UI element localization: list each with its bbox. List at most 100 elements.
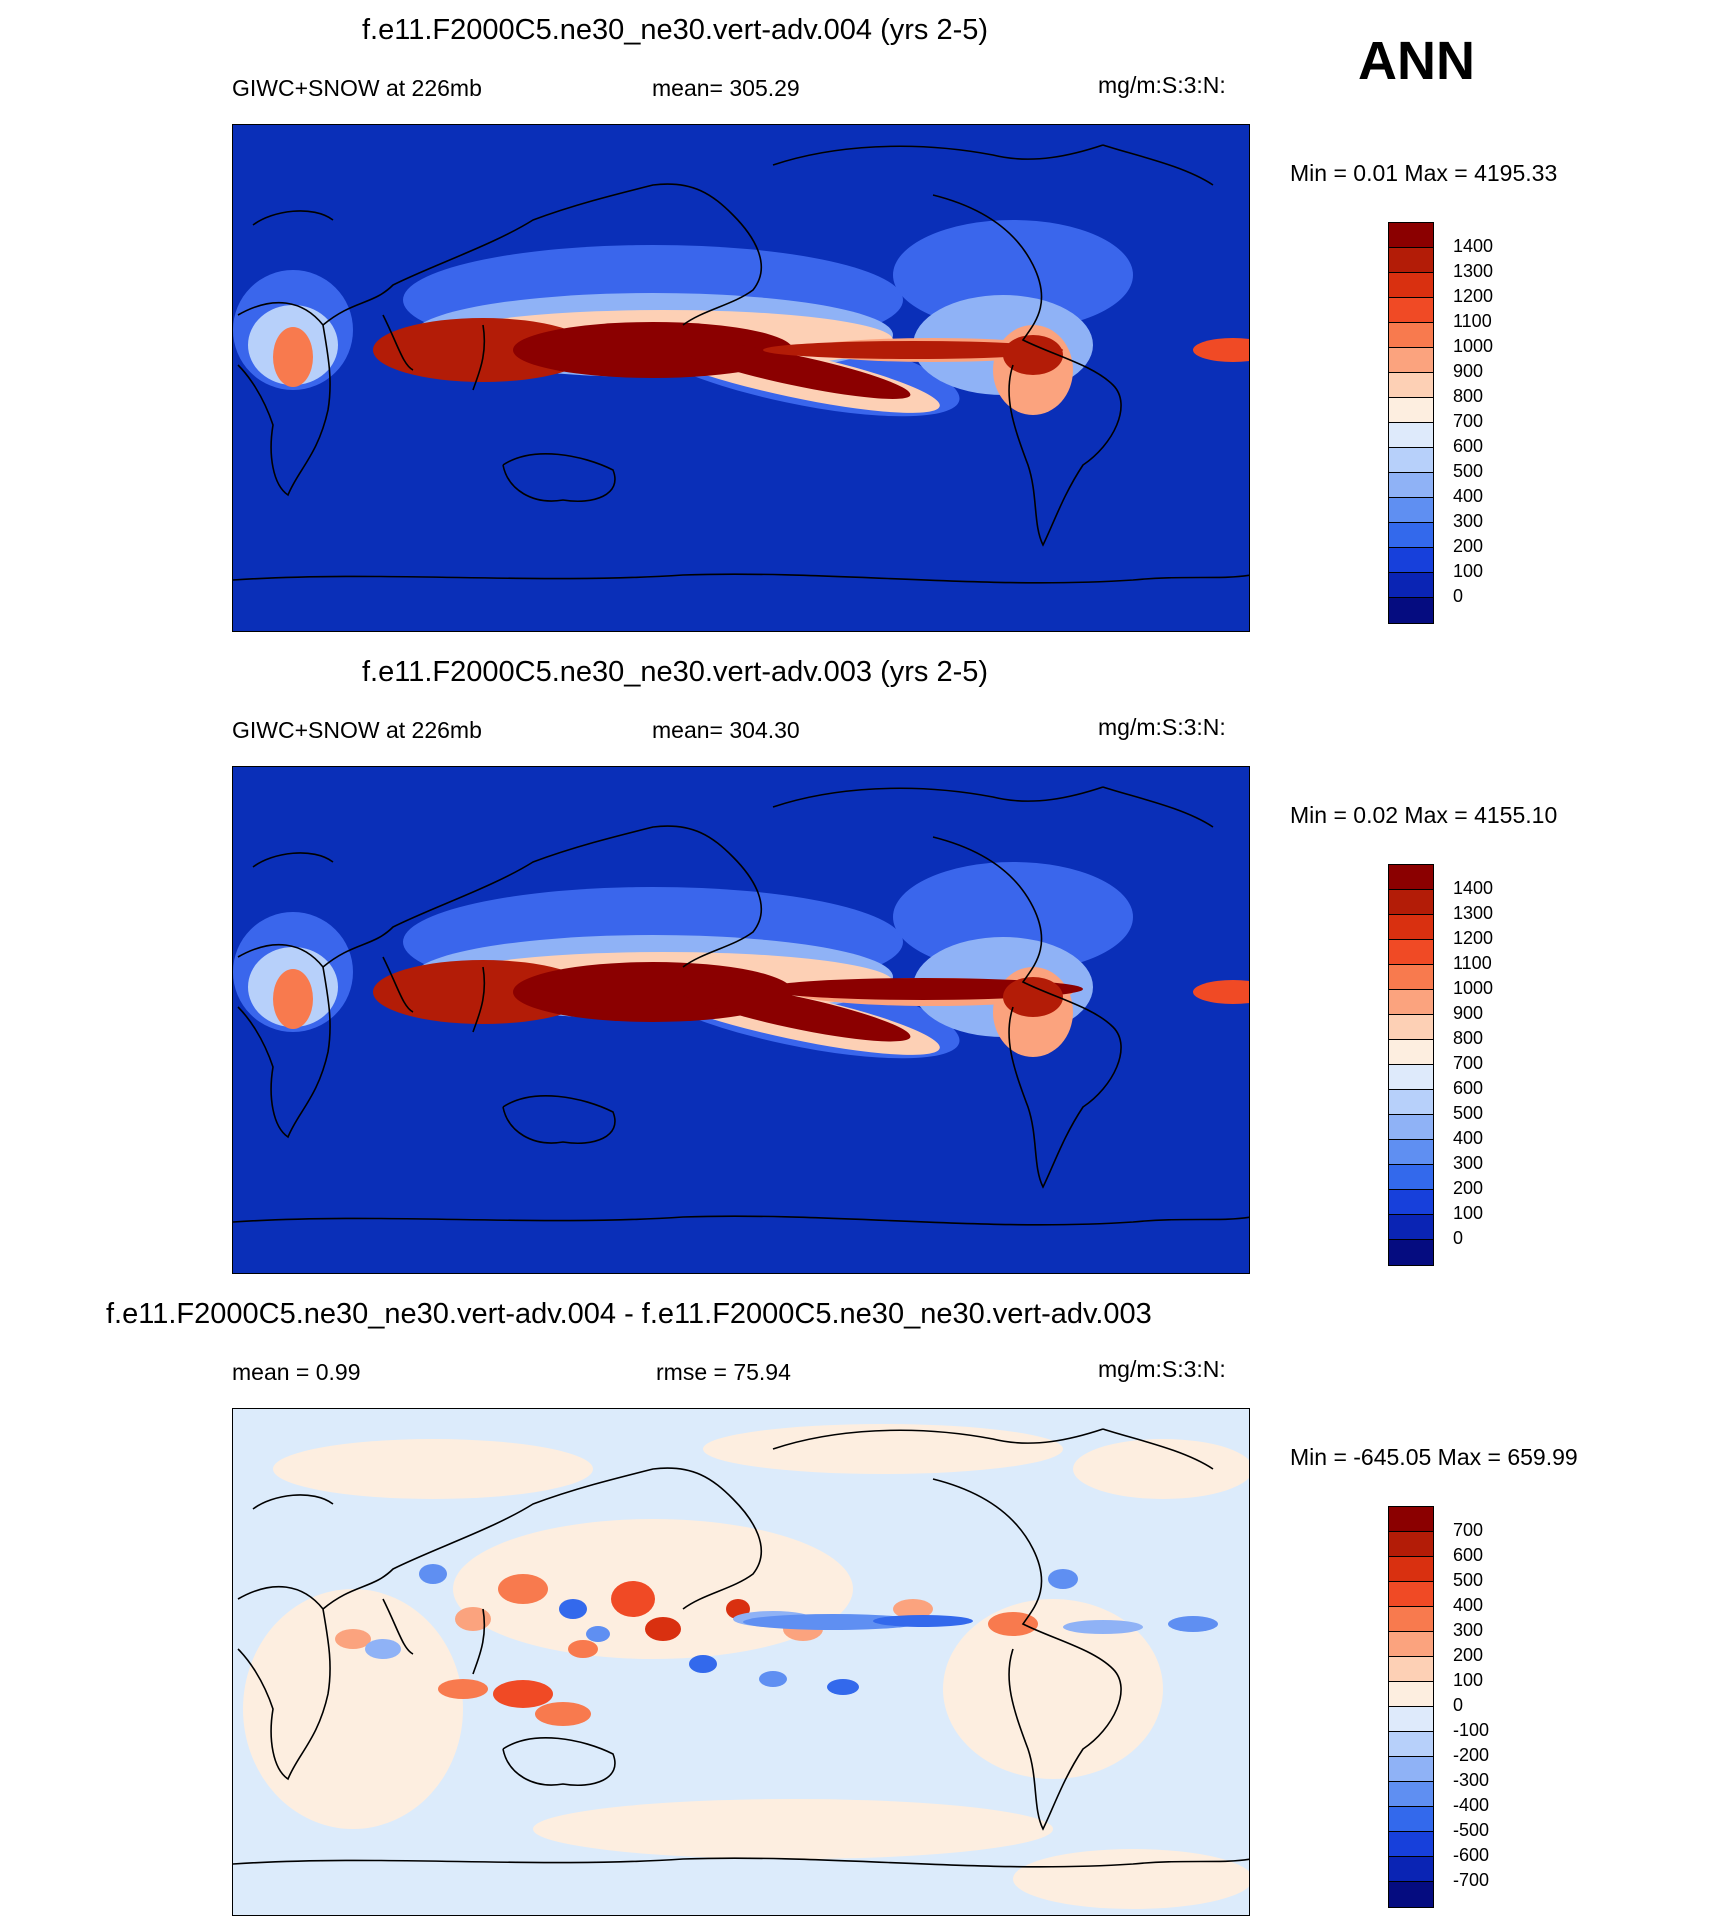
panel1-mean-label: mean= 305.29 [652, 75, 800, 101]
colorbar-swatch [1389, 448, 1433, 473]
colorbar-swatch [1389, 1165, 1433, 1190]
panel3-colorbar-label: -500 [1453, 1820, 1490, 1840]
panel3-colorbar-label: -200 [1453, 1745, 1490, 1765]
panel1-colorbar-label: 600 [1453, 436, 1484, 456]
colorbar-swatch [1389, 1065, 1433, 1090]
colorbar-swatch [1389, 1532, 1433, 1557]
colorbar-swatch [1389, 1757, 1433, 1782]
panel2-units-label: mg/m:S:3:N: [1098, 714, 1226, 740]
colorbar-swatch [1389, 523, 1433, 548]
panel2-colorbar-label: 1200 [1453, 928, 1494, 948]
panel3-title: f.e11.F2000C5.ne30_ne30.vert-adv.004 - f… [106, 1298, 1152, 1330]
colorbar-swatch [1389, 1190, 1433, 1215]
panel1-variable-label: GIWC+SNOW at 226mb [232, 75, 482, 101]
colorbar-swatch [1389, 1090, 1433, 1115]
panel3-colorbar-label: 0 [1453, 1695, 1464, 1715]
panel2-colorbar-label: 200 [1453, 1178, 1484, 1198]
colorbar-swatch [1389, 398, 1433, 423]
colorbar-swatch [1389, 498, 1433, 523]
panel3-colorbar-label: 500 [1453, 1570, 1484, 1590]
panel3-colorbar-label: -300 [1453, 1770, 1490, 1790]
panel2-minmax: Min = 0.02 Max = 4155.10 [1290, 802, 1558, 828]
panel1-colorbar-label: 1300 [1453, 261, 1494, 281]
panel1-colorbar-label: 400 [1453, 486, 1484, 506]
panel1-colorbar-label: 1400 [1453, 236, 1494, 256]
panel3-colorbar-label: -100 [1453, 1720, 1490, 1740]
panel1-title: f.e11.F2000C5.ne30_ne30.vert-adv.004 (yr… [362, 14, 989, 46]
panel3-colorbar-label: 600 [1453, 1545, 1484, 1565]
panel3-units-label: mg/m:S:3:N: [1098, 1356, 1226, 1382]
panel1-colorbar-label: 1000 [1453, 336, 1494, 356]
colorbar-swatch [1389, 573, 1433, 598]
panel1-colorbar [1388, 222, 1434, 624]
colorbar-swatch [1389, 915, 1433, 940]
panel2-title: f.e11.F2000C5.ne30_ne30.vert-adv.003 (yr… [362, 656, 989, 688]
colorbar-swatch [1389, 473, 1433, 498]
panel2-colorbar-label: 100 [1453, 1203, 1484, 1223]
colorbar-swatch [1389, 1115, 1433, 1140]
panel3-colorbar-label: 400 [1453, 1595, 1484, 1615]
colorbar-swatch [1389, 548, 1433, 573]
panel3-colorbar-label: -400 [1453, 1795, 1490, 1815]
panel3-colorbar-label: 100 [1453, 1670, 1484, 1690]
colorbar-swatch [1389, 1832, 1433, 1857]
panel2-colorbar-label: 1100 [1453, 953, 1492, 973]
panel1-colorbar-label: 300 [1453, 511, 1484, 531]
colorbar-swatch [1389, 1632, 1433, 1657]
panel2-colorbar-label: 0 [1453, 1228, 1464, 1248]
panel1-colorbar-label: 200 [1453, 536, 1484, 556]
panel2-colorbar-label: 700 [1453, 1053, 1484, 1073]
colorbar-swatch [1389, 865, 1433, 890]
panel2-map [232, 766, 1250, 1274]
colorbar-swatch [1389, 1707, 1433, 1732]
panel2-colorbar-label: 600 [1453, 1078, 1484, 1098]
colorbar-swatch [1389, 990, 1433, 1015]
panel3-colorbar-label: 200 [1453, 1645, 1484, 1665]
colorbar-swatch [1389, 1732, 1433, 1757]
panel1-colorbar-label: 900 [1453, 361, 1484, 381]
colorbar-swatch [1389, 248, 1433, 273]
panel2-colorbar-label: 1300 [1453, 903, 1494, 923]
colorbar-swatch [1389, 1140, 1433, 1165]
panel2-colorbar-label: 500 [1453, 1103, 1484, 1123]
panel2-colorbar-label: 400 [1453, 1128, 1484, 1148]
colorbar-swatch [1389, 273, 1433, 298]
colorbar-swatch [1389, 890, 1433, 915]
panel3-colorbar-label: 700 [1453, 1520, 1484, 1540]
panel3-colorbar-label: 300 [1453, 1620, 1484, 1640]
panel1-colorbar-label: 800 [1453, 386, 1484, 406]
colorbar-swatch [1389, 1582, 1433, 1607]
colorbar-swatch [1389, 298, 1433, 323]
panel2-mean-label: mean= 304.30 [652, 717, 800, 743]
colorbar-swatch [1389, 223, 1433, 248]
panel3-map [232, 1408, 1250, 1916]
colorbar-swatch [1389, 1682, 1433, 1707]
colorbar-swatch [1389, 1657, 1433, 1682]
panel3-rmse-label: rmse = 75.94 [656, 1359, 791, 1385]
colorbar-swatch [1389, 1015, 1433, 1040]
panel1-minmax: Min = 0.01 Max = 4195.33 [1290, 160, 1558, 186]
colorbar-swatch [1389, 1040, 1433, 1065]
season-label: ANN [1358, 31, 1475, 91]
panel2-colorbar-label: 300 [1453, 1153, 1484, 1173]
panel1-colorbar-label: 0 [1453, 586, 1464, 606]
colorbar-swatch [1389, 940, 1433, 965]
panel3-mean-label: mean = 0.99 [232, 1359, 361, 1385]
colorbar-swatch [1389, 1507, 1433, 1532]
panel1-colorbar-label: 1200 [1453, 286, 1494, 306]
panel3-colorbar-label: -600 [1453, 1845, 1490, 1865]
colorbar-swatch [1389, 423, 1433, 448]
panel3-colorbar-label: -700 [1453, 1870, 1490, 1890]
panel1-colorbar-label: 1100 [1453, 311, 1492, 331]
colorbar-swatch [1389, 1607, 1433, 1632]
colorbar-swatch [1389, 1882, 1433, 1907]
colorbar-swatch [1389, 965, 1433, 990]
panel1-map [232, 124, 1250, 632]
panel2-colorbar-label: 900 [1453, 1003, 1484, 1023]
panel2-colorbar [1388, 864, 1434, 1266]
colorbar-swatch [1389, 1557, 1433, 1582]
panel1-colorbar-label: 700 [1453, 411, 1484, 431]
colorbar-swatch [1389, 1240, 1433, 1265]
colorbar-swatch [1389, 373, 1433, 398]
colorbar-swatch [1389, 1215, 1433, 1240]
